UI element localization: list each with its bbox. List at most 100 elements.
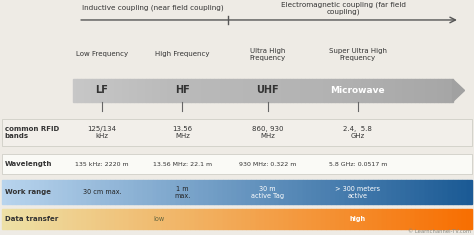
Polygon shape <box>104 79 108 102</box>
Polygon shape <box>425 180 429 204</box>
Polygon shape <box>49 180 54 204</box>
Polygon shape <box>278 79 282 102</box>
Polygon shape <box>345 209 350 229</box>
Polygon shape <box>204 209 209 229</box>
Polygon shape <box>89 79 92 102</box>
Text: Wavelength: Wavelength <box>5 161 52 167</box>
Text: > 300 meters
active: > 300 meters active <box>336 186 380 199</box>
Polygon shape <box>429 209 434 229</box>
Polygon shape <box>124 180 129 204</box>
Polygon shape <box>223 180 228 204</box>
Polygon shape <box>350 209 354 229</box>
Polygon shape <box>35 209 40 229</box>
Polygon shape <box>209 180 213 204</box>
Polygon shape <box>45 209 49 229</box>
Polygon shape <box>297 79 301 102</box>
Polygon shape <box>365 79 369 102</box>
Polygon shape <box>305 79 309 102</box>
Polygon shape <box>73 209 77 229</box>
Polygon shape <box>64 209 68 229</box>
Polygon shape <box>40 209 45 229</box>
Polygon shape <box>316 79 320 102</box>
Text: Work range: Work range <box>5 189 51 195</box>
Polygon shape <box>195 180 200 204</box>
Polygon shape <box>448 209 453 229</box>
Polygon shape <box>248 79 252 102</box>
Polygon shape <box>410 180 415 204</box>
Polygon shape <box>134 209 138 229</box>
Polygon shape <box>233 79 237 102</box>
Polygon shape <box>462 209 467 229</box>
Polygon shape <box>124 209 129 229</box>
Polygon shape <box>232 209 237 229</box>
Polygon shape <box>441 79 445 102</box>
Polygon shape <box>282 79 286 102</box>
Polygon shape <box>397 180 401 204</box>
Polygon shape <box>274 209 279 229</box>
Polygon shape <box>331 180 336 204</box>
Polygon shape <box>101 209 106 229</box>
Polygon shape <box>255 79 259 102</box>
Polygon shape <box>96 209 101 229</box>
Polygon shape <box>82 180 87 204</box>
Polygon shape <box>91 209 96 229</box>
Polygon shape <box>263 79 267 102</box>
FancyBboxPatch shape <box>2 154 472 174</box>
Polygon shape <box>324 79 328 102</box>
Polygon shape <box>369 79 373 102</box>
Polygon shape <box>171 209 176 229</box>
Polygon shape <box>185 209 190 229</box>
Polygon shape <box>21 209 26 229</box>
Polygon shape <box>274 79 278 102</box>
Polygon shape <box>115 79 119 102</box>
Polygon shape <box>115 180 119 204</box>
Polygon shape <box>331 79 335 102</box>
Polygon shape <box>396 79 400 102</box>
Text: © Learnchannel-TV.com: © Learnchannel-TV.com <box>408 229 471 234</box>
Polygon shape <box>223 209 228 229</box>
Polygon shape <box>453 180 457 204</box>
Polygon shape <box>59 180 64 204</box>
Polygon shape <box>377 79 381 102</box>
Polygon shape <box>228 180 232 204</box>
Polygon shape <box>157 209 162 229</box>
Polygon shape <box>406 180 410 204</box>
Polygon shape <box>267 79 271 102</box>
Polygon shape <box>45 180 49 204</box>
Polygon shape <box>149 79 153 102</box>
Polygon shape <box>68 209 73 229</box>
Polygon shape <box>422 79 426 102</box>
Polygon shape <box>190 180 195 204</box>
Polygon shape <box>214 79 218 102</box>
Polygon shape <box>204 180 209 204</box>
Polygon shape <box>200 209 204 229</box>
Polygon shape <box>289 180 293 204</box>
Polygon shape <box>130 79 134 102</box>
Polygon shape <box>320 79 324 102</box>
Polygon shape <box>35 180 40 204</box>
Polygon shape <box>138 180 143 204</box>
Polygon shape <box>425 209 429 229</box>
Polygon shape <box>317 209 321 229</box>
Polygon shape <box>119 180 124 204</box>
Polygon shape <box>195 79 199 102</box>
Polygon shape <box>153 180 157 204</box>
Polygon shape <box>7 209 12 229</box>
Text: common RFID
bands: common RFID bands <box>5 126 59 139</box>
Polygon shape <box>298 180 303 204</box>
Polygon shape <box>326 180 331 204</box>
Polygon shape <box>415 180 420 204</box>
Polygon shape <box>312 180 317 204</box>
Polygon shape <box>77 209 82 229</box>
Polygon shape <box>218 180 223 204</box>
Polygon shape <box>26 180 30 204</box>
Polygon shape <box>383 209 387 229</box>
Polygon shape <box>17 209 21 229</box>
Polygon shape <box>17 180 21 204</box>
Polygon shape <box>237 180 242 204</box>
Polygon shape <box>237 79 240 102</box>
Polygon shape <box>373 79 377 102</box>
Polygon shape <box>225 79 229 102</box>
Polygon shape <box>64 180 68 204</box>
Polygon shape <box>401 209 406 229</box>
